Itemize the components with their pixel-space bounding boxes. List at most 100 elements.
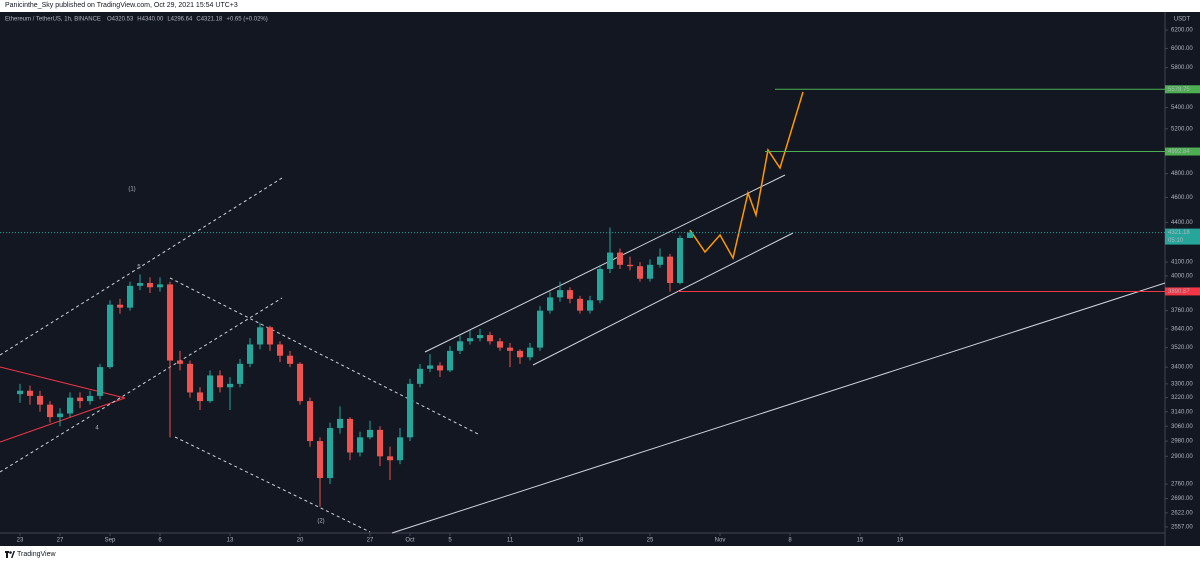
x-tick-label: 5 <box>448 538 452 544</box>
candle-body <box>377 429 383 457</box>
drawings <box>0 91 1166 534</box>
candle-body <box>157 284 163 288</box>
logo-icon <box>5 551 15 558</box>
price-label: 5578.75 <box>1168 87 1190 93</box>
x-tick-label: 13 <box>227 538 234 544</box>
last-price-box <box>1165 228 1200 245</box>
candle-body <box>637 266 643 279</box>
candle-body <box>307 401 313 442</box>
y-tick-label: 2557.00 <box>1171 525 1193 531</box>
candle-body <box>357 437 363 453</box>
candle-body <box>197 392 203 402</box>
candle-body <box>227 383 233 388</box>
candles <box>17 227 693 507</box>
price-label: 3890.87 <box>1168 289 1190 295</box>
y-tick-label: 5800.00 <box>1171 65 1193 71</box>
candle-body <box>147 282 153 288</box>
candle-body <box>267 327 273 345</box>
publish-bar: Panicinthe_Sky published on TradingView.… <box>0 0 1200 12</box>
candle-body <box>57 413 63 418</box>
candle-body <box>647 264 653 279</box>
candle-body <box>527 347 533 358</box>
x-tick-label: 19 <box>897 538 904 544</box>
candle-body <box>237 363 243 384</box>
y-tick-label: 4000.00 <box>1171 274 1193 280</box>
candle-body <box>257 327 263 345</box>
y-tick-label: 6000.00 <box>1171 46 1193 52</box>
candle-body <box>427 365 433 369</box>
candle-body <box>487 335 493 342</box>
candle-body <box>677 237 683 283</box>
channel-line <box>174 436 371 533</box>
triangle-line <box>0 397 126 443</box>
candle-body <box>617 252 623 265</box>
y-tick-label: 4100.00 <box>1171 260 1193 266</box>
y-tick-label: 3400.00 <box>1171 365 1193 371</box>
candle-body <box>177 360 183 364</box>
ohlc-value: +0.65 (+0.02%) <box>226 17 267 23</box>
candle-body <box>287 355 293 364</box>
countdown-label: 05:10 <box>1168 238 1184 244</box>
candle-body <box>337 418 343 429</box>
ohlc-value: O4320.53 <box>107 17 134 23</box>
y-tick-label: 3760.00 <box>1171 308 1193 314</box>
x-tick-label: 18 <box>577 538 584 544</box>
price-label-box <box>1165 85 1200 94</box>
candle-body <box>277 344 283 356</box>
candle-body <box>467 338 473 342</box>
candle-body <box>77 397 83 402</box>
last-price-label: 4321.18 <box>1168 230 1190 236</box>
y-tick-label: 4800.00 <box>1171 171 1193 177</box>
ohlc-value: L4296.64 <box>167 17 193 23</box>
candle-body <box>667 256 673 283</box>
y-tick-label: 5400.00 <box>1171 105 1193 111</box>
candle-body <box>397 437 403 461</box>
candle-body <box>27 390 33 396</box>
candle-body <box>327 428 333 479</box>
candle-body <box>17 390 23 395</box>
x-tick-label: 23 <box>17 538 24 544</box>
candle-body <box>507 347 513 351</box>
x-tick-label: 11 <box>507 538 514 544</box>
candle-body <box>367 429 373 438</box>
x-tick-label: 6 <box>158 538 162 544</box>
publisher-text: Panicinthe_Sky published on TradingView.… <box>5 2 238 9</box>
wave-label: (1) <box>128 187 135 193</box>
ohlc-value: C4321.18 <box>196 17 223 23</box>
candle-body <box>407 383 413 438</box>
y-tick-label: 4400.00 <box>1171 220 1193 226</box>
candle-body <box>297 363 303 402</box>
candle-body <box>477 335 483 339</box>
candle-body <box>557 290 563 298</box>
y-tick-label: 2690.00 <box>1171 496 1193 502</box>
x-tick-label: 27 <box>367 538 374 544</box>
y-tick-label: 2760.00 <box>1171 482 1193 488</box>
y-tick-label: 5200.00 <box>1171 126 1193 132</box>
wave-label: 5 <box>137 265 141 271</box>
candle-body <box>577 298 583 311</box>
ohlc-value: H4340.00 <box>137 17 164 23</box>
candle-body <box>567 290 573 299</box>
channel-line <box>424 174 786 353</box>
candle-body <box>687 232 693 238</box>
candle-body <box>437 365 443 371</box>
y-tick-label: 3640.00 <box>1171 326 1193 332</box>
x-tick-label: 25 <box>647 538 654 544</box>
triangle-line <box>0 366 126 399</box>
y-tick-label: 3060.00 <box>1171 424 1193 430</box>
candle-body <box>417 368 423 384</box>
candle-body <box>117 304 123 308</box>
price-label: 4992.84 <box>1168 149 1190 155</box>
y-tick-label: 3300.00 <box>1171 381 1193 387</box>
candle-body <box>37 395 43 405</box>
wave-label: (2) <box>317 519 324 525</box>
y-tick-label: 3520.00 <box>1171 345 1193 351</box>
candle-body <box>137 282 143 286</box>
candle-body <box>167 284 173 361</box>
candle-body <box>537 310 543 348</box>
projection-path <box>689 91 804 261</box>
candle-body <box>597 268 603 301</box>
currency-label: USDT <box>1174 17 1191 23</box>
trend-line <box>391 282 1166 534</box>
